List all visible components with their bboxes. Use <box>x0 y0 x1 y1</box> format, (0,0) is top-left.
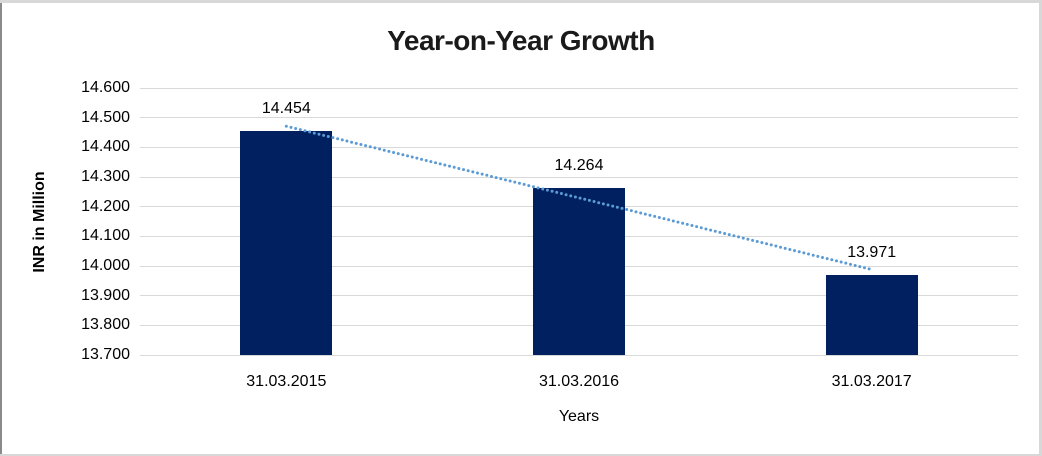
y-tick-label: 14.300 <box>81 168 130 185</box>
bar-value-label: 14.454 <box>261 100 311 118</box>
x-tick-label: 31.03.2016 <box>538 373 620 390</box>
y-gridline <box>140 87 1018 89</box>
y-tick-label: 14.200 <box>81 197 130 215</box>
y-tick-label: 13.700 <box>81 346 130 363</box>
y-gridline <box>140 354 1018 356</box>
y-gridline <box>140 117 1018 119</box>
bar-value-label: 13.971 <box>847 243 897 261</box>
bar <box>825 274 918 355</box>
x-tick-label: 31.03.2017 <box>831 373 912 390</box>
y-tick-label: 14.100 <box>81 227 130 245</box>
x-tick-label: 31.03.2015 <box>246 373 327 390</box>
y-tick-label: 14.000 <box>81 257 130 274</box>
y-tick-label: 14.600 <box>81 79 130 96</box>
y-tick-label: 14.400 <box>81 138 130 156</box>
y-tick-label: 13.900 <box>81 286 130 304</box>
y-tick-label: 13.800 <box>81 316 130 334</box>
bar-value-label: 14.264 <box>554 156 604 174</box>
y-tick-label: 14.500 <box>81 108 130 126</box>
chart-title: Year-on-Year Growth <box>387 25 655 56</box>
bar <box>240 131 333 355</box>
bar <box>533 187 625 355</box>
x-axis-title: Years <box>558 408 600 425</box>
